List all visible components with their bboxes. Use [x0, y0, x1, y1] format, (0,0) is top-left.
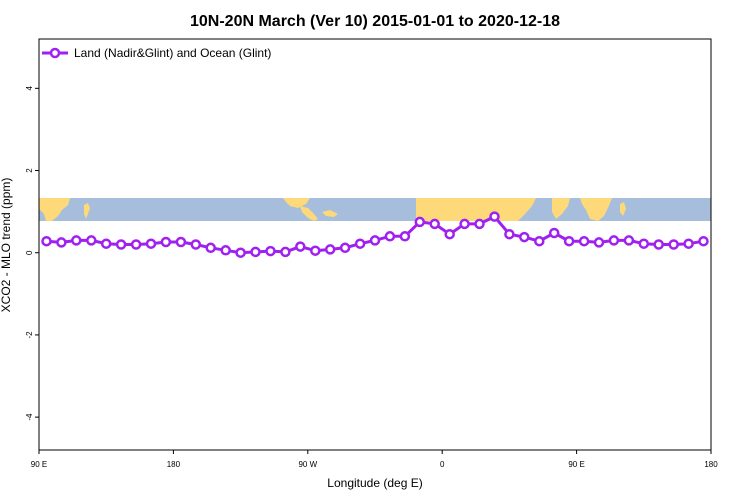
y-axis-label: XCO2 - MLO trend (ppm)	[0, 178, 13, 313]
series-layer	[41, 211, 709, 258]
data-point	[220, 245, 231, 256]
data-point	[698, 235, 709, 247]
data-point	[623, 235, 635, 246]
map-land-southeast-asia	[580, 198, 612, 221]
data-point	[71, 235, 82, 246]
data-point	[175, 236, 187, 248]
map-land-caribbean	[322, 210, 338, 217]
data-point	[474, 218, 485, 230]
data-point	[145, 238, 157, 249]
y-tick-label: 4	[25, 86, 34, 91]
data-point	[384, 231, 396, 242]
data-point	[563, 235, 575, 247]
data-point	[578, 235, 590, 247]
data-point	[205, 242, 216, 254]
data-point	[310, 245, 321, 256]
data-point	[265, 245, 276, 257]
world-map-strip	[39, 198, 711, 221]
data-point	[324, 244, 336, 255]
data-point	[399, 231, 411, 242]
data-point	[369, 235, 381, 246]
map-land-island	[84, 203, 90, 219]
data-point	[504, 228, 515, 240]
x-tick-label: 90 E	[31, 460, 47, 469]
plot-frame	[38, 38, 712, 451]
legend-marker	[49, 47, 61, 59]
data-point	[190, 239, 202, 250]
data-point	[519, 231, 530, 243]
map-land-africa-arabia	[416, 198, 536, 221]
data-point	[444, 228, 455, 240]
data-point	[280, 246, 291, 258]
y-tick-label: 0	[25, 250, 34, 255]
data-point	[235, 247, 246, 258]
series-0	[41, 211, 709, 258]
x-tick-label: 180	[167, 460, 181, 469]
data-point	[115, 239, 127, 250]
data-point	[459, 218, 470, 230]
map-land-mexico	[283, 198, 310, 208]
x-axis: 90 E 180 90 W 0 90 E 180	[31, 450, 718, 469]
y-tick-label: -2	[25, 331, 34, 339]
data-point	[130, 239, 142, 250]
data-point	[56, 237, 67, 248]
y-axis: -4 -2 0 2 4	[25, 86, 39, 421]
data-point	[295, 241, 306, 252]
map-land-india	[552, 198, 570, 219]
map-land-philippines	[620, 202, 626, 216]
data-point	[548, 227, 560, 239]
x-axis-label: Longitude (deg E)	[327, 476, 422, 490]
data-point	[653, 239, 664, 250]
map-land-asia	[39, 198, 70, 221]
data-point	[429, 218, 440, 230]
map-land-central-america	[300, 206, 318, 221]
y-tick-label: -4	[25, 413, 34, 421]
data-point	[534, 235, 545, 247]
legend-label: Land (Nadir&Glint) and Ocean (Glint)	[74, 46, 271, 60]
data-point	[354, 238, 366, 249]
series-line	[46, 215, 704, 255]
x-tick-label: 90 E	[568, 460, 584, 469]
data-point	[668, 239, 679, 250]
data-point	[160, 236, 172, 248]
data-point	[683, 238, 694, 249]
data-point	[339, 242, 351, 254]
data-point	[608, 235, 620, 246]
data-point	[100, 238, 112, 249]
data-point	[41, 235, 52, 247]
data-point	[489, 211, 500, 222]
chart-title: 10N-20N March (Ver 10) 2015-01-01 to 202…	[190, 13, 560, 30]
x-tick-label: 90 W	[298, 460, 317, 469]
x-tick-label: 0	[440, 460, 445, 469]
map-ocean	[39, 198, 711, 221]
data-point	[414, 216, 426, 228]
data-point	[593, 237, 605, 248]
legend: Land (Nadir&Glint) and Ocean (Glint)	[42, 46, 271, 60]
data-point	[250, 246, 261, 258]
data-point	[638, 238, 650, 249]
x-tick-label: 180	[704, 460, 718, 469]
y-tick-label: 2	[25, 168, 34, 173]
data-point	[86, 235, 97, 246]
